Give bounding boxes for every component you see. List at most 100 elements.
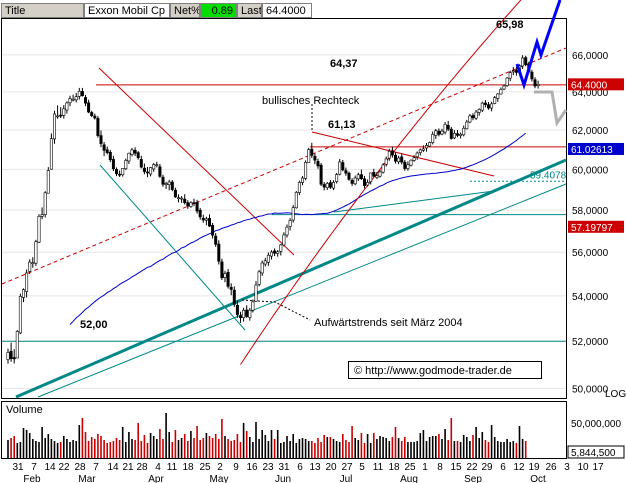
candle-body (331, 182, 335, 189)
candle (328, 180, 332, 189)
candle-body (235, 304, 239, 315)
x-day-label: 15 (450, 462, 462, 473)
volume-bar (329, 437, 332, 458)
candle (84, 94, 88, 107)
candle (235, 300, 239, 318)
volume-bar (273, 439, 276, 458)
volume-bar (404, 437, 406, 458)
candle-body (121, 168, 125, 176)
candle-body (198, 209, 202, 218)
candle (149, 166, 153, 177)
candle (136, 151, 140, 160)
price-label: 64.4000 (571, 80, 608, 91)
volume-bar (487, 442, 490, 458)
volume-bar (276, 430, 279, 458)
candle (319, 162, 323, 187)
candle-body (406, 164, 410, 169)
candle (335, 172, 339, 184)
candle (393, 152, 397, 164)
candle (130, 147, 134, 157)
candle (15, 329, 19, 359)
last-label: Last (237, 3, 262, 18)
candle-body (93, 115, 97, 119)
candle-body (149, 167, 153, 175)
volume-bar (258, 439, 260, 458)
candle-body (40, 214, 44, 217)
candle-body (412, 157, 416, 161)
candle (18, 293, 22, 335)
candle-body (130, 149, 134, 155)
candle-body (381, 164, 385, 173)
candle (533, 77, 537, 89)
volume-bar (512, 441, 515, 458)
candle (362, 175, 366, 189)
x-month-label: Mar (78, 474, 96, 483)
volume-bar (518, 426, 521, 458)
y-tick-label: 62,0000 (572, 126, 609, 137)
candle-body (403, 161, 407, 169)
x-month-label: Oct (530, 474, 546, 483)
y-tick-label: 52,0000 (572, 337, 609, 348)
candle-body (468, 115, 472, 123)
candle-body (335, 174, 339, 182)
candle-body (294, 192, 298, 209)
candle (449, 126, 453, 140)
candle-body (511, 70, 515, 73)
candle (474, 109, 478, 120)
volume-bar (475, 427, 477, 458)
x-day-label: 21 (122, 462, 134, 473)
volume-bar (109, 442, 112, 458)
candle (167, 179, 171, 191)
last-value: 64.4000 (262, 3, 312, 18)
candle (59, 107, 63, 119)
volume-bar (245, 431, 248, 458)
volume-bar (208, 436, 211, 458)
x-day-label: 6 (500, 462, 506, 473)
uptrend-line-thin (37, 183, 567, 398)
x-month-label: Aug (400, 474, 418, 483)
candle (9, 342, 13, 362)
volume-bar (13, 436, 15, 458)
candle (226, 269, 230, 289)
candle-body (366, 182, 370, 186)
volume-bars (7, 413, 527, 458)
x-month-label: Jun (275, 474, 291, 483)
candle-body (452, 132, 456, 139)
price-label: 59.4078 (530, 170, 567, 181)
candle (291, 205, 295, 223)
candle-body (56, 115, 60, 118)
candle (369, 172, 373, 185)
volume-bar (19, 442, 22, 458)
price-label-box (568, 142, 624, 155)
candle-body (189, 202, 193, 207)
candle-body (387, 150, 391, 159)
candle (65, 101, 69, 114)
price-panel (1, 18, 567, 399)
volume-bar (224, 436, 226, 458)
candle-body (146, 171, 150, 174)
candle (297, 180, 301, 196)
candle (381, 163, 385, 174)
candle-body (418, 149, 422, 153)
volume-bar (255, 422, 257, 458)
high-annotation: 65,98 (496, 19, 524, 31)
candle (68, 95, 72, 107)
y-tick-label: 64,0000 (572, 88, 609, 99)
candle-body (471, 115, 475, 119)
candle-body (325, 183, 329, 189)
projection-lines (515, 0, 568, 127)
candle-body (96, 118, 100, 136)
candle (161, 174, 165, 187)
candle-body (59, 114, 63, 117)
candle (115, 167, 119, 177)
volume-bar (10, 438, 12, 458)
candle-body (288, 220, 292, 227)
candle-body (118, 173, 122, 176)
candle-body (62, 108, 66, 116)
candle-body (180, 197, 184, 200)
x-day-label: 17 (592, 462, 604, 473)
volume-bar (69, 442, 71, 458)
volume-bar (78, 425, 81, 458)
candle-body (183, 198, 187, 203)
candle-body (499, 89, 503, 95)
